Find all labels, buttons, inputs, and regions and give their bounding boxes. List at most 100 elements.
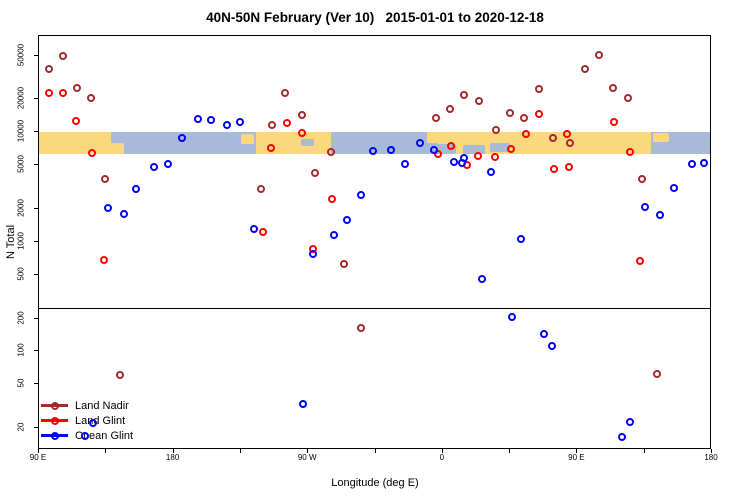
plot-area: Land Nadir Land Glint Ocean Glint: [38, 35, 711, 449]
x-tick: [172, 449, 174, 453]
data-point: [236, 117, 245, 126]
data-point: [88, 419, 97, 428]
legend-label: Land Nadir: [75, 399, 129, 412]
x-tick-label: 0: [439, 453, 445, 462]
legend-symbol-land-nadir: [41, 401, 68, 411]
data-point: [638, 174, 646, 183]
data-point: [635, 256, 644, 265]
x-minor-tick: [239, 449, 241, 453]
data-point: [357, 323, 366, 332]
map-band-detail: [301, 138, 314, 146]
data-point: [73, 83, 82, 92]
y-tick-label: 100: [16, 343, 26, 358]
data-point: [100, 255, 109, 264]
data-point: [329, 230, 338, 239]
data-point: [327, 148, 336, 157]
legend-label: Ocean Glint: [75, 429, 134, 442]
y-tick: [34, 131, 38, 133]
y-tick: [34, 427, 38, 429]
data-point: [699, 159, 708, 168]
data-point: [652, 370, 661, 379]
data-point: [609, 83, 618, 92]
data-point: [473, 151, 482, 160]
y-tick-label: 5000: [16, 155, 26, 174]
data-point: [670, 184, 679, 192]
data-point: [259, 228, 268, 237]
data-point: [281, 89, 290, 98]
data-point: [308, 250, 317, 259]
x-minor-tick: [105, 449, 107, 453]
data-point: [207, 115, 216, 124]
open-circle-icon: [50, 431, 59, 440]
data-point: [283, 119, 292, 127]
data-point: [549, 134, 558, 142]
y-tick: [34, 208, 38, 209]
y-tick: [34, 240, 38, 242]
data-point: [131, 184, 140, 193]
data-point: [298, 111, 307, 120]
data-point: [72, 117, 80, 126]
y-tick: [34, 273, 38, 275]
data-point: [119, 210, 128, 218]
data-point: [565, 162, 574, 171]
map-band: [39, 131, 710, 155]
x-tick: [576, 449, 578, 453]
data-point: [617, 432, 626, 441]
data-point: [250, 224, 259, 233]
x-tick-label: 180: [704, 453, 718, 462]
x-tick: [441, 449, 443, 453]
y-tick: [34, 350, 38, 352]
data-point: [594, 50, 603, 59]
data-point: [86, 94, 95, 103]
data-point: [535, 84, 544, 93]
data-point: [625, 418, 634, 426]
map-band-detail: [108, 143, 124, 155]
y-tick: [34, 98, 38, 100]
data-point: [687, 160, 696, 169]
map-band-detail: [489, 143, 511, 152]
data-point: [100, 174, 109, 183]
data-point: [267, 120, 276, 129]
y-tick: [34, 164, 38, 166]
data-point: [535, 109, 544, 118]
y-tick: [34, 54, 38, 56]
data-point: [59, 89, 68, 98]
data-point: [450, 158, 459, 167]
map-band-detail: [652, 133, 669, 142]
data-point: [59, 51, 68, 60]
map-band-detail: [462, 145, 485, 155]
data-point: [446, 141, 455, 150]
data-point: [539, 329, 548, 338]
data-point: [563, 129, 572, 138]
data-point: [178, 134, 187, 142]
x-axis-label: Longitude (deg E): [331, 477, 419, 489]
x-tick: [307, 449, 309, 453]
data-point: [477, 274, 486, 283]
data-point: [104, 204, 113, 213]
x-tick-label: 180: [165, 453, 180, 462]
data-point: [491, 126, 500, 135]
y-tick-label: 50: [16, 378, 26, 388]
y-tick: [34, 383, 38, 385]
data-point: [339, 259, 348, 268]
y-tick-label: 20: [16, 422, 26, 432]
data-point: [430, 145, 439, 154]
legend: Land Nadir Land Glint Ocean Glint: [41, 398, 133, 443]
divider-line: [39, 307, 710, 309]
data-point: [520, 114, 529, 123]
data-point: [401, 160, 410, 169]
data-point: [565, 139, 574, 148]
data-point: [580, 64, 589, 73]
open-circle-icon: [50, 416, 59, 425]
x-tick: [711, 449, 712, 453]
data-point: [475, 96, 484, 105]
data-point: [164, 160, 173, 169]
map-band-segment: [331, 131, 439, 155]
data-point: [267, 144, 276, 153]
data-point: [434, 149, 443, 158]
x-minor-tick: [643, 449, 645, 453]
y-tick-label: 2000: [16, 199, 26, 217]
data-point: [460, 90, 469, 99]
legend-symbol-ocean-glint: [41, 431, 68, 441]
